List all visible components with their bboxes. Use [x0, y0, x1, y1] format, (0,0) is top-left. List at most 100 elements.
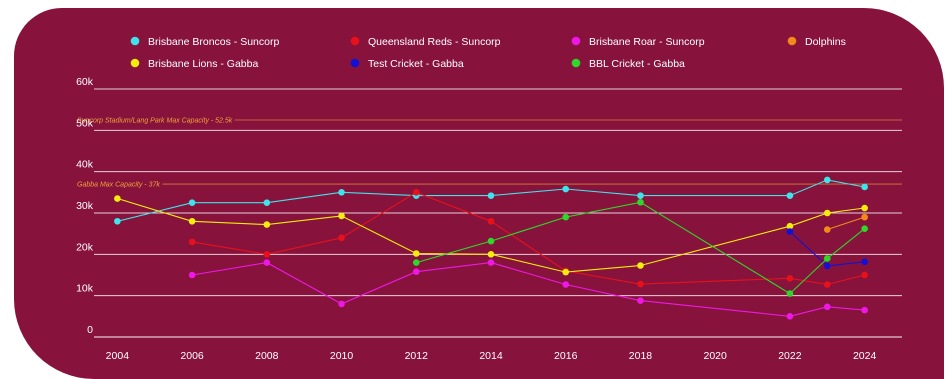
data-point-queensland-reds-suncorp — [786, 275, 794, 282]
data-point-bbl-cricket-gabba — [786, 290, 794, 297]
data-point-brisbane-roar-suncorp — [487, 259, 495, 266]
data-point-brisbane-roar-suncorp — [562, 281, 570, 288]
data-point-bbl-cricket-gabba — [823, 255, 831, 262]
legend-label-test-cricket-gabba: Test Cricket - Gabba — [368, 58, 464, 70]
data-point-queensland-reds-suncorp — [861, 271, 868, 279]
data-point-brisbane-lions-gabba — [412, 250, 420, 257]
series-brisbane-lions-gabba — [114, 195, 868, 276]
data-point-brisbane-roar-suncorp — [823, 303, 831, 311]
y-tick-label: 10k — [76, 283, 94, 295]
x-axis: 2004 2006 2008 2010 2012 2014 2016 2018 2020 2022… — [106, 350, 877, 362]
data-point-bbl-cricket-gabba — [562, 213, 570, 221]
data-point-brisbane-lions-gabba — [786, 222, 794, 230]
data-point-brisbane-lions-gabba — [188, 217, 196, 225]
series-brisbane-roar-suncorp — [188, 259, 868, 320]
data-point-queensland-reds-suncorp — [412, 189, 420, 196]
data-point-brisbane-broncos-suncorp — [786, 192, 794, 199]
data-point-brisbane-broncos-suncorp — [823, 176, 831, 184]
x-tick-label: 2024 — [853, 350, 877, 362]
capacity-annotation-label: Suncorp Stadium/Lang Park Max Capacity -… — [77, 117, 233, 124]
y-tick-label: 0 — [87, 324, 93, 336]
data-point-test-cricket-gabba — [786, 228, 794, 235]
y-tick-label: 60k — [76, 76, 94, 88]
x-tick-label: 2022 — [778, 350, 802, 362]
data-point-queensland-reds-suncorp — [338, 234, 345, 242]
x-tick-label: 2006 — [180, 350, 204, 362]
y-tick-label: 20k — [76, 241, 94, 253]
x-tick-label: 2004 — [106, 350, 130, 362]
data-point-brisbane-broncos-suncorp — [487, 192, 495, 199]
series-test-cricket-gabba — [786, 228, 868, 270]
capacity-annotation-label: Gabba Max Capacity - 37k — [77, 181, 160, 188]
data-point-brisbane-broncos-suncorp — [861, 183, 868, 191]
legend-marker-test-cricket-gabba — [350, 58, 360, 68]
data-point-brisbane-roar-suncorp — [786, 313, 794, 320]
y-tick-label: 40k — [76, 159, 94, 171]
data-point-brisbane-broncos-suncorp — [338, 189, 345, 196]
legend-label-brisbane-broncos-suncorp: Brisbane Broncos - Suncorp — [148, 36, 279, 48]
data-point-queensland-reds-suncorp — [263, 251, 271, 258]
legend-label-bbl-cricket-gabba: BBL Cricket - Gabba — [589, 58, 685, 70]
data-point-queensland-reds-suncorp — [188, 238, 196, 246]
data-point-dolphins — [823, 226, 831, 233]
data-point-brisbane-lions-gabba — [637, 262, 644, 269]
line-chart: Brisbane Broncos - Suncorp Queensland Red… — [76, 36, 902, 362]
series-line-brisbane-broncos-suncorp — [117, 179, 865, 222]
legend-marker-brisbane-lions-gabba — [130, 58, 140, 68]
data-point-test-cricket-gabba — [861, 258, 868, 266]
data-point-brisbane-broncos-suncorp — [637, 192, 644, 199]
data-point-brisbane-lions-gabba — [562, 268, 570, 276]
legend-marker-bbl-cricket-gabba — [571, 58, 581, 68]
legend-marker-brisbane-broncos-suncorp — [130, 36, 140, 46]
series-bbl-cricket-gabba — [412, 198, 868, 297]
data-point-brisbane-lions-gabba — [487, 251, 495, 258]
data-point-brisbane-lions-gabba — [263, 221, 271, 228]
chart-card: Brisbane Broncos - Suncorp Queensland Red… — [14, 8, 944, 379]
x-tick-label: 2018 — [629, 350, 653, 362]
data-point-queensland-reds-suncorp — [487, 217, 495, 225]
series-line-brisbane-roar-suncorp — [192, 262, 865, 317]
data-point-brisbane-roar-suncorp — [188, 271, 196, 279]
data-point-brisbane-broncos-suncorp — [188, 199, 196, 206]
x-tick-label: 2020 — [704, 350, 728, 362]
data-point-brisbane-lions-gabba — [861, 204, 868, 212]
legend-label-brisbane-roar-suncorp: Brisbane Roar - Suncorp — [589, 36, 705, 48]
data-point-bbl-cricket-gabba — [487, 237, 495, 245]
legend-label-brisbane-lions-gabba: Brisbane Lions - Gabba — [148, 58, 258, 70]
data-point-brisbane-roar-suncorp — [412, 268, 420, 275]
data-point-brisbane-lions-gabba — [338, 212, 345, 220]
data-point-bbl-cricket-gabba — [637, 198, 644, 206]
x-tick-label: 2012 — [405, 350, 429, 362]
data-point-queensland-reds-suncorp — [637, 280, 644, 288]
data-point-brisbane-roar-suncorp — [338, 300, 345, 308]
data-point-bbl-cricket-gabba — [412, 259, 420, 266]
legend-marker-queensland-reds-suncorp — [350, 36, 360, 46]
series-brisbane-broncos-suncorp — [114, 176, 868, 225]
series-line-dolphins — [827, 216, 865, 231]
y-axis: 0 10k 20k 30k 40k 50k 60k — [76, 76, 94, 336]
legend-marker-dolphins — [787, 36, 797, 46]
x-tick-label: 2008 — [255, 350, 279, 362]
y-tick-label: 30k — [76, 200, 94, 212]
x-tick-label: 2010 — [330, 350, 354, 362]
data-point-brisbane-roar-suncorp — [263, 259, 271, 266]
series-layer — [114, 176, 868, 320]
data-point-queensland-reds-suncorp — [823, 281, 831, 288]
x-tick-label: 2014 — [479, 350, 503, 362]
data-point-brisbane-roar-suncorp — [637, 297, 644, 304]
legend-label-dolphins: Dolphins — [805, 36, 846, 48]
legend-label-queensland-reds-suncorp: Queensland Reds - Suncorp — [368, 36, 501, 48]
legend-marker-brisbane-roar-suncorp — [571, 36, 581, 46]
data-point-bbl-cricket-gabba — [861, 225, 868, 233]
x-tick-label: 2016 — [554, 350, 578, 362]
legend: Brisbane Broncos - Suncorp Queensland Red… — [130, 36, 846, 70]
grid — [94, 88, 902, 338]
data-point-dolphins — [861, 213, 868, 221]
data-point-brisbane-broncos-suncorp — [114, 217, 121, 225]
series-line-queensland-reds-suncorp — [192, 191, 865, 286]
data-point-brisbane-broncos-suncorp — [263, 199, 271, 206]
series-dolphins — [823, 213, 868, 233]
data-point-test-cricket-gabba — [823, 262, 831, 270]
data-point-brisbane-roar-suncorp — [861, 306, 868, 314]
data-point-brisbane-broncos-suncorp — [562, 185, 570, 193]
